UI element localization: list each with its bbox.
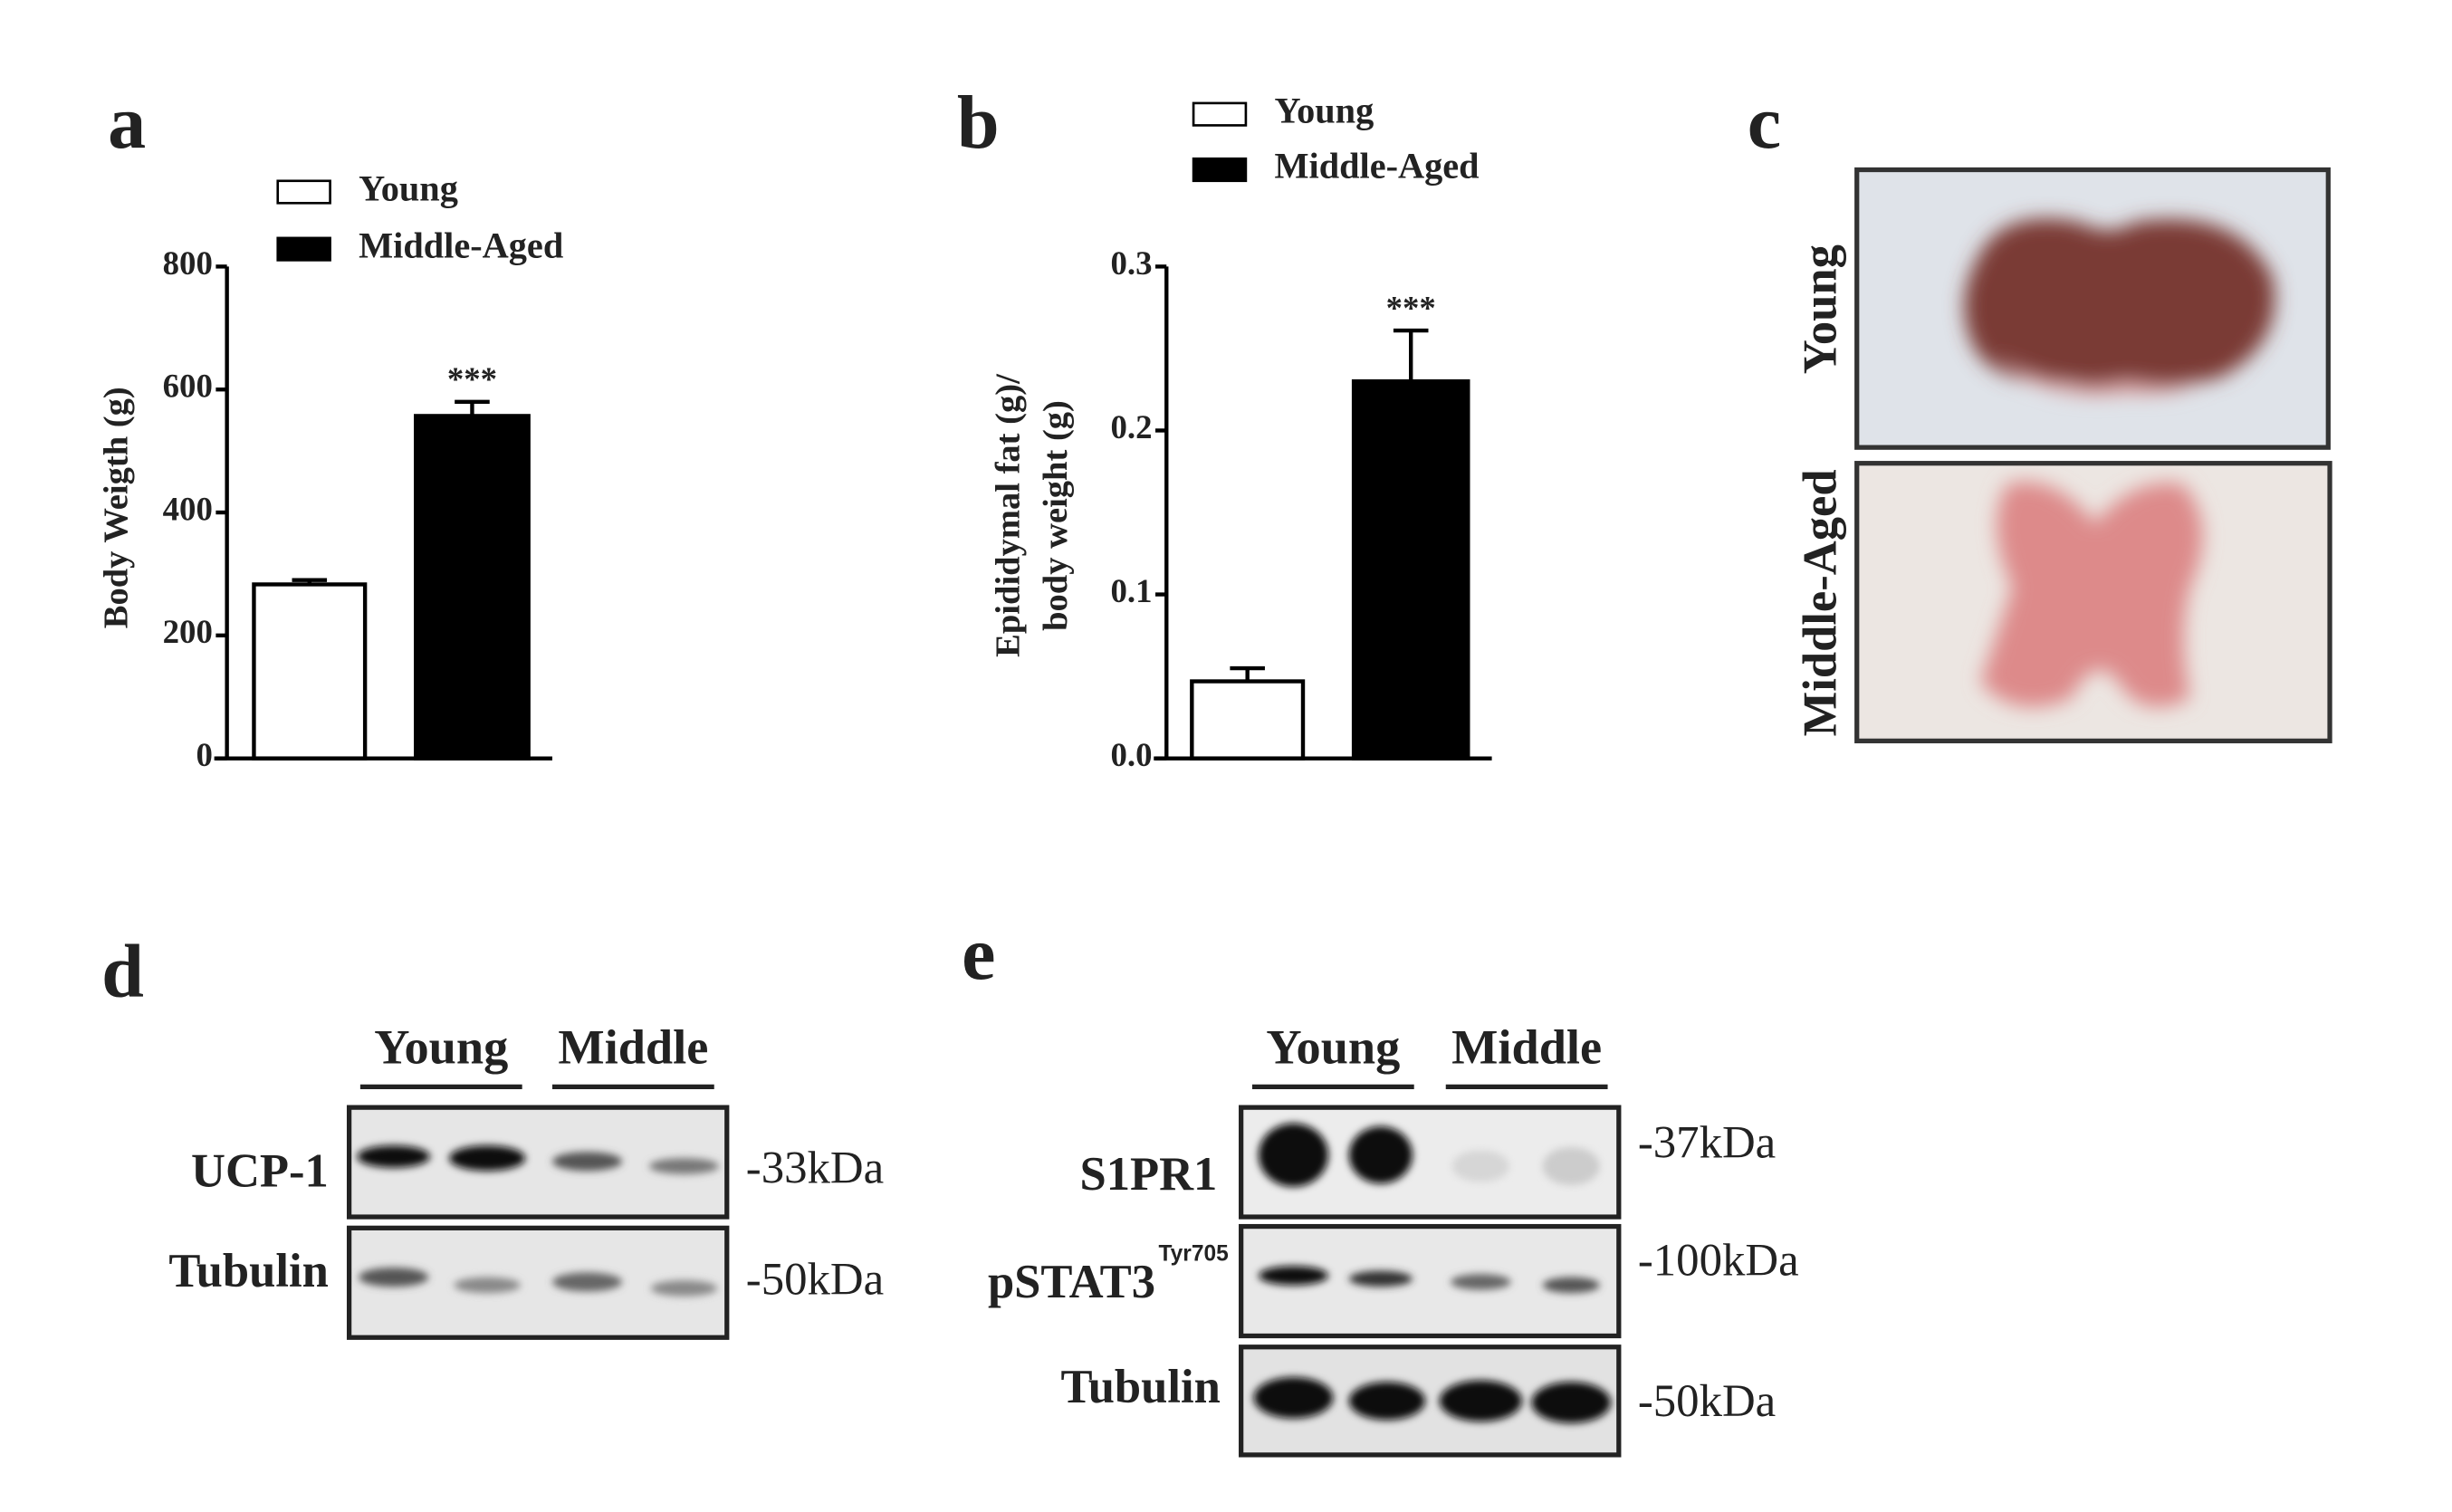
y-axis-label: Epididymal fat (g)/ <box>989 373 1027 657</box>
legend-swatch <box>1192 157 1248 183</box>
bands <box>357 1145 719 1174</box>
group-label: Young <box>374 1019 508 1074</box>
size-label: -37kDa <box>1638 1117 1776 1168</box>
legend-label: Young <box>1274 90 1374 130</box>
y-axis-label: body weight (g) <box>1037 400 1075 631</box>
legend-label: Middle-Aged <box>359 225 563 265</box>
size-label: -100kDa <box>1638 1234 1799 1285</box>
y-tick-label: 0 <box>196 736 212 773</box>
panel-label: e <box>962 912 995 996</box>
panel-label: b <box>957 81 1000 165</box>
y-tick-label: 0.3 <box>1110 244 1152 282</box>
row-label: Tubulin <box>168 1245 328 1297</box>
size-label: -33kDa <box>746 1143 884 1193</box>
legend-label: Middle-Aged <box>1274 146 1479 187</box>
panel-d: d Young Middle UCP-1 Tubulin -33kDa -50k… <box>101 930 884 1340</box>
error-bar <box>1230 665 1265 682</box>
group-label: Middle <box>1451 1019 1602 1074</box>
bands <box>359 1268 718 1297</box>
panel-e: e Young Middle S1PR1 pSTAT3 Tyr705 Tubul… <box>962 912 1799 1458</box>
y-tick-label: 0.2 <box>1110 408 1152 445</box>
bar <box>1351 378 1470 761</box>
y-tick-label: 0.0 <box>1110 736 1152 773</box>
bands <box>1258 1266 1600 1294</box>
error-bar <box>1393 328 1429 382</box>
legend-swatch <box>276 179 331 205</box>
y-axis-label: Body Weigth (g) <box>97 387 135 628</box>
row-label: Middle-Aged <box>1795 469 1847 736</box>
row-label: pSTAT3 <box>988 1256 1155 1308</box>
panel-label: a <box>108 81 146 165</box>
chart: b Epididymal fat (g)/ body weight (g) 0.0 0.… <box>957 81 1492 773</box>
chart: a Body Weigth (g) 0 200 400 600 800 Young Middle… <box>97 81 563 773</box>
y-tick-label: 800 <box>163 244 213 282</box>
bands <box>1258 1123 1600 1187</box>
superscript: Tyr705 <box>1159 1242 1229 1267</box>
size-label: -50kDa <box>746 1253 884 1304</box>
group-label: Young <box>1266 1019 1400 1074</box>
tissue-photo <box>1964 218 2275 396</box>
legend-label: Young <box>359 167 458 208</box>
panel-label: c <box>1748 81 1781 165</box>
y-tick-label: 200 <box>163 613 213 650</box>
row-label: S1PR1 <box>1079 1148 1217 1201</box>
significance: *** <box>447 360 497 397</box>
row-label: Young <box>1795 244 1847 374</box>
tissue-photo <box>1980 482 2203 707</box>
row-label: UCP-1 <box>191 1145 329 1198</box>
panel-label: d <box>101 930 144 1014</box>
y-tick-label: 400 <box>163 490 213 527</box>
row-label: Tubulin <box>1060 1361 1220 1413</box>
legend-swatch <box>276 236 331 262</box>
panel-c: c Young Middle-Aged <box>1748 81 2332 743</box>
y-tick-label: 600 <box>163 368 213 405</box>
legend-swatch <box>1192 101 1248 127</box>
size-label: -50kDa <box>1638 1375 1776 1426</box>
bar <box>252 582 368 761</box>
bar <box>414 414 531 761</box>
bands <box>1253 1377 1612 1423</box>
group-label: Middle <box>558 1019 708 1074</box>
y-tick-label: 0.1 <box>1110 572 1152 609</box>
bar <box>1190 679 1306 761</box>
significance: *** <box>1386 289 1436 326</box>
error-bar <box>455 399 490 416</box>
